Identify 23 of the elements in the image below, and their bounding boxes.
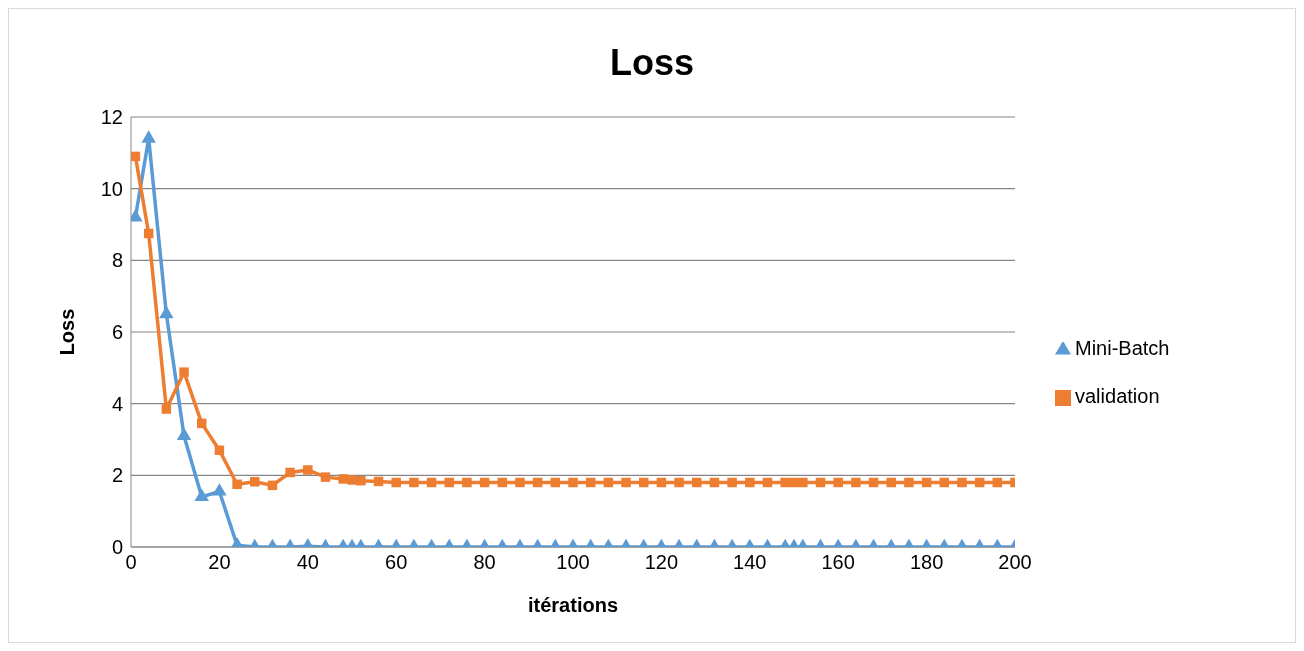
x-tick-label: 0 xyxy=(125,551,137,574)
y-tick-label: 12 xyxy=(100,106,123,129)
y-tick-label: 10 xyxy=(100,177,123,200)
x-tick-label: 140 xyxy=(733,551,767,574)
legend-label: Mini-Batch xyxy=(1075,337,1170,359)
x-tick-label: 80 xyxy=(473,551,496,574)
x-axis-title: itérations xyxy=(527,594,619,616)
y-tick-label: 6 xyxy=(111,321,123,344)
x-tick-label: 60 xyxy=(385,551,408,574)
chart-title: Loss xyxy=(609,41,695,85)
y-axis-title: Loss xyxy=(56,308,79,356)
y-tick-label: 2 xyxy=(111,464,123,487)
x-tick-label: 180 xyxy=(909,551,944,574)
x-tick-label: 100 xyxy=(556,551,590,574)
y-tick-label: 0 xyxy=(111,536,123,559)
x-tick-label: 120 xyxy=(644,551,679,574)
legend-label: validation xyxy=(1075,385,1160,407)
y-tick-label: 4 xyxy=(111,392,123,415)
x-tick-label: 160 xyxy=(821,551,855,574)
x-tick-label: 20 xyxy=(208,551,231,574)
x-tick-label: 200 xyxy=(998,551,1032,574)
y-tick-label: 8 xyxy=(111,249,123,272)
x-tick-label: 40 xyxy=(296,551,319,574)
